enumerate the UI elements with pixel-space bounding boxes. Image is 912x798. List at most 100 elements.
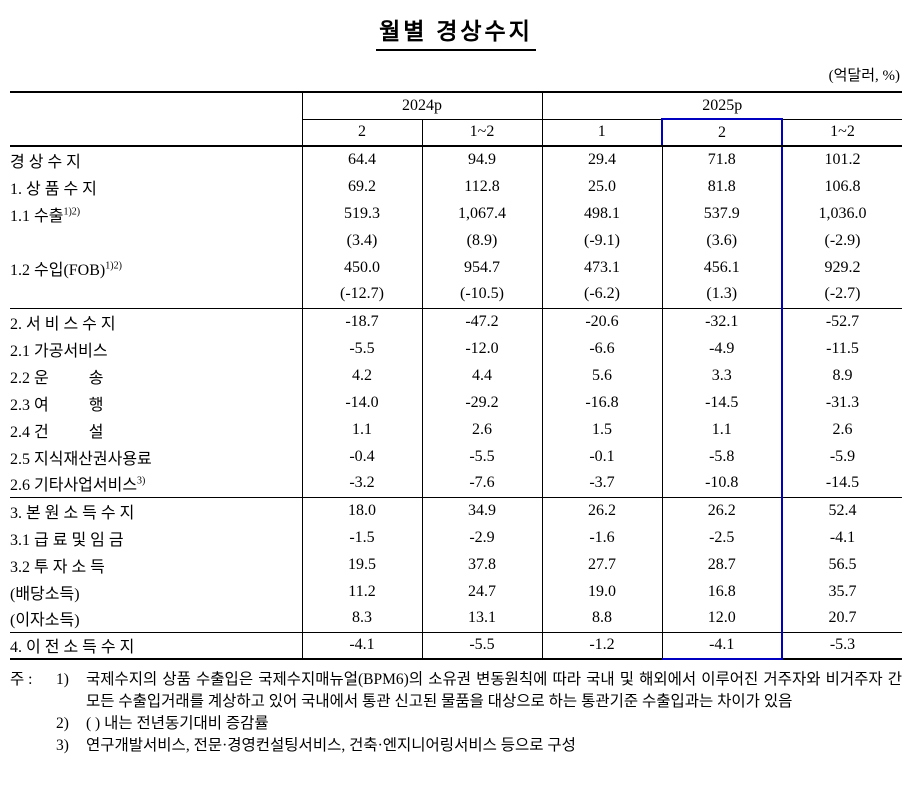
cell-value: 71.8 xyxy=(661,146,783,173)
cell-value: 8.9 xyxy=(781,362,902,389)
cell-value: 69.2 xyxy=(301,173,422,200)
cell-value: 94.9 xyxy=(421,146,542,173)
col-header-highlighted: 2 xyxy=(661,118,783,147)
footnote-item: 2) ( ) 내는 전년동기대비 증감률 xyxy=(10,713,902,735)
header-group-row: 2024p 2025p xyxy=(10,92,902,147)
cell-value: 456.1 xyxy=(661,254,783,281)
table-row: 1. 상 품 수 지 69.2 112.8 25.0 81.8 106.8 xyxy=(10,173,902,200)
cell-value: 11.2 xyxy=(301,578,422,605)
cell-value: -1.2 xyxy=(541,631,662,659)
cell-value: -4.1 xyxy=(301,631,422,659)
table-row: 2.6 기타사업서비스3) -3.2 -7.6 -3.7 -10.8 -14.5 xyxy=(10,470,902,497)
cell-value: -1.5 xyxy=(301,524,422,551)
row-label xyxy=(10,227,302,254)
cell-value: 106.8 xyxy=(781,173,902,200)
footnote-item: 주 : 1) 국제수지의 상품 수출입은 국제수지매뉴얼(BPM6)의 소유권 … xyxy=(10,669,902,713)
col-group-2025p: 2025p xyxy=(541,92,902,120)
table-row: 1.2 수입(FOB)1)2) 450.0 954.7 473.1 456.1 929.2 xyxy=(10,254,902,281)
row-label: 1.2 수입(FOB)1)2) xyxy=(10,260,122,279)
cell-value: 25.0 xyxy=(541,173,662,200)
cell-value: 498.1 xyxy=(541,200,662,227)
page-title: 월별 경상수지 xyxy=(376,12,536,51)
cell-value: 5.6 xyxy=(541,362,662,389)
cell-value: 18.0 xyxy=(301,496,422,524)
cell-value: 27.7 xyxy=(541,551,662,578)
table-row: 4. 이 전 소 득 수 지 -4.1 -5.5 -1.2 -4.1 -5.3 xyxy=(10,631,902,660)
footnote-number: 2) xyxy=(56,715,69,732)
unit-note: (억달러, %) xyxy=(828,68,900,84)
footnote-marker: 3) xyxy=(137,475,146,487)
table-row: 2. 서 비 스 수 지 -18.7 -47.2 -20.6 -32.1 -52.7 xyxy=(10,307,902,335)
cell-value: 537.9 xyxy=(661,200,783,227)
cell-value: (-2.7) xyxy=(781,281,902,308)
cell-value: (-10.5) xyxy=(421,281,542,308)
header-sub-row: 2 1~2 1 2 1~2 xyxy=(10,118,902,147)
table-row: 2.5 지식재산권사용료 -0.4 -5.5 -0.1 -5.8 -5.9 xyxy=(10,443,902,470)
table-row: 2.2 운 송 4.2 4.4 5.6 3.3 8.9 xyxy=(10,362,902,389)
row-label: 1. 상 품 수 지 xyxy=(10,180,97,198)
cell-value: -3.2 xyxy=(301,470,422,497)
row-label: 2.3 여 행 xyxy=(10,396,104,414)
cell-value: -47.2 xyxy=(421,307,542,335)
cell-value: (3.6) xyxy=(661,227,783,254)
label-column-header xyxy=(10,92,302,147)
col-header: 2 xyxy=(301,119,422,147)
cell-value: -2.9 xyxy=(421,524,542,551)
row-label: 2. 서 비 스 수 지 xyxy=(10,307,302,335)
cell-value: -4.9 xyxy=(661,335,783,362)
cell-value: 2.6 xyxy=(421,416,542,443)
cell-value: 4.4 xyxy=(421,362,542,389)
cell-value: 929.2 xyxy=(781,254,902,281)
cell-value: -5.9 xyxy=(781,443,902,470)
cell-value: 13.1 xyxy=(421,605,542,632)
footnote-number: 1) xyxy=(56,671,69,688)
table-row: 3. 본 원 소 득 수 지 18.0 34.9 26.2 26.2 52.4 xyxy=(10,496,902,524)
cell-value: -4.1 xyxy=(661,631,783,660)
cell-value: 112.8 xyxy=(421,173,542,200)
table-row: 2.4 건 설 1.1 2.6 1.5 1.1 2.6 xyxy=(10,416,902,443)
cell-value: 2.6 xyxy=(781,416,902,443)
cell-value: 473.1 xyxy=(541,254,662,281)
footnote-number: 3) xyxy=(56,737,69,754)
footnote-marker: 1)2) xyxy=(105,260,122,272)
cell-value: 8.3 xyxy=(301,605,422,632)
cell-value: -0.1 xyxy=(541,443,662,470)
current-account-table: 2024p 2025p 2 1~2 1 2 1~2 경 상 수 지 64.4 94.… xyxy=(10,91,902,660)
table-row: 2.3 여 행 -14.0 -29.2 -16.8 -14.5 -31.3 xyxy=(10,389,902,416)
cell-value: -10.8 xyxy=(661,470,783,497)
cell-value: -3.7 xyxy=(541,470,662,497)
cell-value: -12.0 xyxy=(421,335,542,362)
cell-value: 29.4 xyxy=(541,146,662,173)
table-row: 경 상 수 지 64.4 94.9 29.4 71.8 101.2 xyxy=(10,146,902,173)
cell-value: -14.5 xyxy=(781,470,902,497)
cell-value: -5.5 xyxy=(421,443,542,470)
footnote-text: 국제수지의 상품 수출입은 국제수지매뉴얼(BPM6)의 소유권 변동원칙에 따… xyxy=(86,671,902,710)
cell-value: 3.3 xyxy=(661,362,783,389)
row-label: 2.5 지식재산권사용료 xyxy=(10,450,152,468)
cell-value: -5.5 xyxy=(301,335,422,362)
cell-value: 4.2 xyxy=(301,362,422,389)
cell-value: 19.5 xyxy=(301,551,422,578)
cell-value: 64.4 xyxy=(301,146,422,173)
row-label: 4. 이 전 소 득 수 지 xyxy=(10,631,302,659)
cell-value: 34.9 xyxy=(421,496,542,524)
cell-value: (-2.9) xyxy=(781,227,902,254)
cell-value: 81.8 xyxy=(661,173,783,200)
cell-value: -5.8 xyxy=(661,443,783,470)
table-row: 1.1 수출1)2) 519.3 1,067.4 498.1 537.9 1,036.0 xyxy=(10,200,902,227)
row-label: (이자소득) xyxy=(10,612,80,630)
cell-value: -20.6 xyxy=(541,307,662,335)
cell-value: 519.3 xyxy=(301,200,422,227)
cell-value: -5.5 xyxy=(421,631,542,659)
row-label: 3.2 투 자 소 득 xyxy=(10,558,105,576)
footnote-text: 연구개발서비스, 전문·경영컨설팅서비스, 건축·엔지니어링서비스 등으로 구성 xyxy=(86,737,576,754)
table-row: (3.4) (8.9) (-9.1) (3.6) (-2.9) xyxy=(10,227,902,254)
table-row: (배당소득) 11.2 24.7 19.0 16.8 35.7 xyxy=(10,578,902,605)
table-row: 3.2 투 자 소 득 19.5 37.8 27.7 28.7 56.5 xyxy=(10,551,902,578)
cell-value: 37.8 xyxy=(421,551,542,578)
cell-value: 52.4 xyxy=(781,496,902,524)
cell-value: (-6.2) xyxy=(541,281,662,308)
cell-value: 8.8 xyxy=(541,605,662,632)
cell-value: 24.7 xyxy=(421,578,542,605)
